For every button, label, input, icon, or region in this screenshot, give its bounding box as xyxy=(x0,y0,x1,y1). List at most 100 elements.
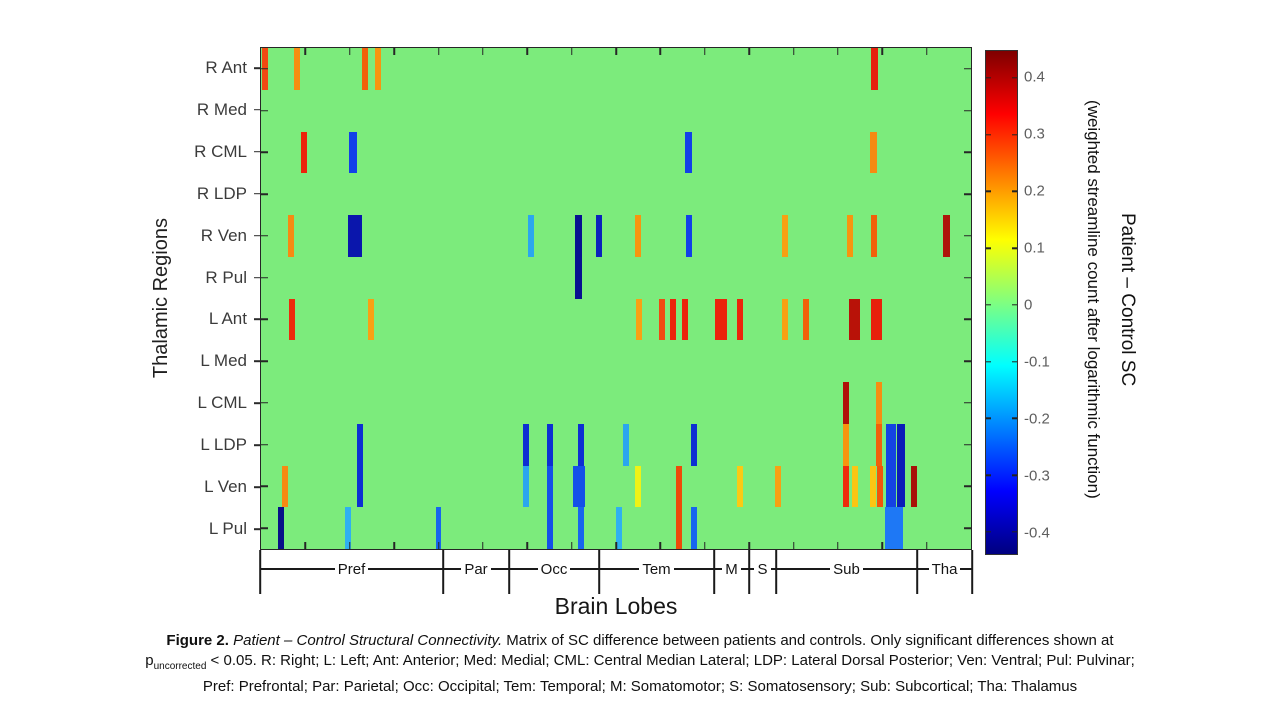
y-axis-tick xyxy=(261,151,268,154)
x-axis-tick xyxy=(349,48,351,55)
heatmap-cell xyxy=(684,131,692,174)
x-axis-tick xyxy=(615,48,617,55)
x-axis-tick xyxy=(349,542,351,549)
heatmap-cell xyxy=(681,298,688,341)
colorbar xyxy=(985,50,1018,555)
heatmap-cell xyxy=(277,507,284,549)
heatmap-cell xyxy=(870,465,877,508)
y-axis-tick xyxy=(964,193,971,195)
x-axis-tick xyxy=(526,48,528,55)
x-axis-tick xyxy=(881,48,883,55)
lobe-group-label: Pref xyxy=(337,560,366,578)
row-label: L Med xyxy=(200,351,247,371)
colorbar-tick-label: 0 xyxy=(1024,296,1033,314)
heatmap-cell xyxy=(347,215,362,257)
x-axis-tick xyxy=(304,48,307,55)
heatmap-cell xyxy=(300,131,307,174)
caption-p-symbol: p xyxy=(145,652,154,669)
heatmap-cell xyxy=(616,507,622,549)
x-axis-tick xyxy=(659,542,662,549)
heatmap-cell xyxy=(348,131,357,174)
colorbar-tick xyxy=(986,361,991,363)
x-axis-tick xyxy=(437,48,440,55)
y-axis-tick xyxy=(261,276,268,279)
row-label: R Ven xyxy=(200,225,247,245)
lobe-group-label: M xyxy=(725,560,738,578)
x-axis-tick xyxy=(704,48,706,55)
colorbar-tick xyxy=(1012,531,1017,533)
colorbar-tick-label: 0.2 xyxy=(1024,182,1045,200)
lobe-group: Occ xyxy=(509,550,599,588)
heatmap-cell xyxy=(635,298,642,341)
x-axis-tick xyxy=(748,542,750,549)
heatmap-cell xyxy=(575,215,583,299)
x-axis-tick xyxy=(526,542,528,549)
heatmap-cell xyxy=(736,298,743,341)
heatmap-cell xyxy=(367,298,374,341)
heatmap-cell xyxy=(781,215,788,257)
caption-line-3: Pref: Prefrontal; Par: Parietal; Occ: Oc… xyxy=(202,678,1078,695)
y-axis-tick xyxy=(261,402,268,404)
heatmap-cell xyxy=(356,423,363,508)
lobe-group: M xyxy=(714,550,749,588)
heatmap-plot xyxy=(260,47,972,550)
heatmap-cell xyxy=(634,465,641,508)
heatmap-cell xyxy=(870,131,878,174)
y-axis-tick xyxy=(261,360,268,362)
row-label: L Ant xyxy=(208,309,247,329)
lobe-group-label: Sub xyxy=(833,560,860,578)
y-axis-tick xyxy=(964,485,971,488)
lobe-group: Pref xyxy=(260,550,443,588)
heatmap-cell xyxy=(573,465,586,508)
caption-p-subscript: uncorrected xyxy=(153,661,207,672)
y-axis-tick xyxy=(261,527,268,529)
colorbar-tick xyxy=(986,133,991,136)
colorbar-tick xyxy=(986,474,991,476)
heatmap-cell xyxy=(897,423,906,508)
colorbar-tick-label: -0.2 xyxy=(1024,410,1050,428)
lobe-group-label: Tha xyxy=(931,560,958,578)
heatmap-cell xyxy=(871,215,878,257)
lobe-group-separator xyxy=(259,550,261,594)
heatmap-cell xyxy=(871,48,879,90)
y-axis-tick xyxy=(964,151,971,154)
heatmap-cell xyxy=(714,298,727,341)
x-axis-tick xyxy=(748,48,750,55)
heatmap-cell xyxy=(886,423,897,508)
heatmap-cell xyxy=(685,215,692,257)
x-axis-tick xyxy=(925,542,928,549)
heatmap-cell xyxy=(658,298,665,341)
colorbar-subtitle: (weighted streamline count after logarit… xyxy=(1084,100,1103,499)
lobe-group-label: S xyxy=(757,560,768,578)
heatmap-cell xyxy=(876,382,883,424)
heatmap-cell xyxy=(852,465,859,508)
heatmap-cell xyxy=(288,298,295,341)
x-axis-tick xyxy=(570,542,573,549)
colorbar-tick xyxy=(1012,77,1017,79)
colorbar-tick-label: -0.1 xyxy=(1024,353,1050,371)
heatmap-cell xyxy=(622,423,629,466)
x-axis-tick xyxy=(659,48,662,55)
colorbar-tick xyxy=(1012,133,1017,136)
heatmap-cell xyxy=(675,465,682,549)
heatmap-cell xyxy=(911,465,918,508)
heatmap-cell xyxy=(578,507,585,549)
y-axis-tick xyxy=(261,443,268,446)
y-axis-row-labels: R Ant R Med R CML R LDP R Ven R Pul L Ant L Med… xyxy=(0,47,267,550)
heatmap-cell xyxy=(690,423,697,466)
heatmap-cell xyxy=(885,507,904,549)
lobe-group: S xyxy=(749,550,776,588)
x-axis-tick xyxy=(482,542,484,549)
row-label: L Pul xyxy=(208,519,247,539)
lobe-group: Tem xyxy=(599,550,714,588)
lobe-group-separator xyxy=(916,550,918,594)
lobe-group: Par xyxy=(443,550,509,588)
y-axis-tick xyxy=(261,485,268,488)
x-axis-tick xyxy=(881,542,883,549)
y-axis-tick xyxy=(964,318,971,321)
lobe-group-separator xyxy=(971,550,973,594)
y-axis-tick xyxy=(261,68,268,70)
colorbar-tick xyxy=(1012,417,1017,420)
x-axis-tick xyxy=(792,542,795,549)
colorbar-tick-label: 0.4 xyxy=(1024,68,1045,86)
